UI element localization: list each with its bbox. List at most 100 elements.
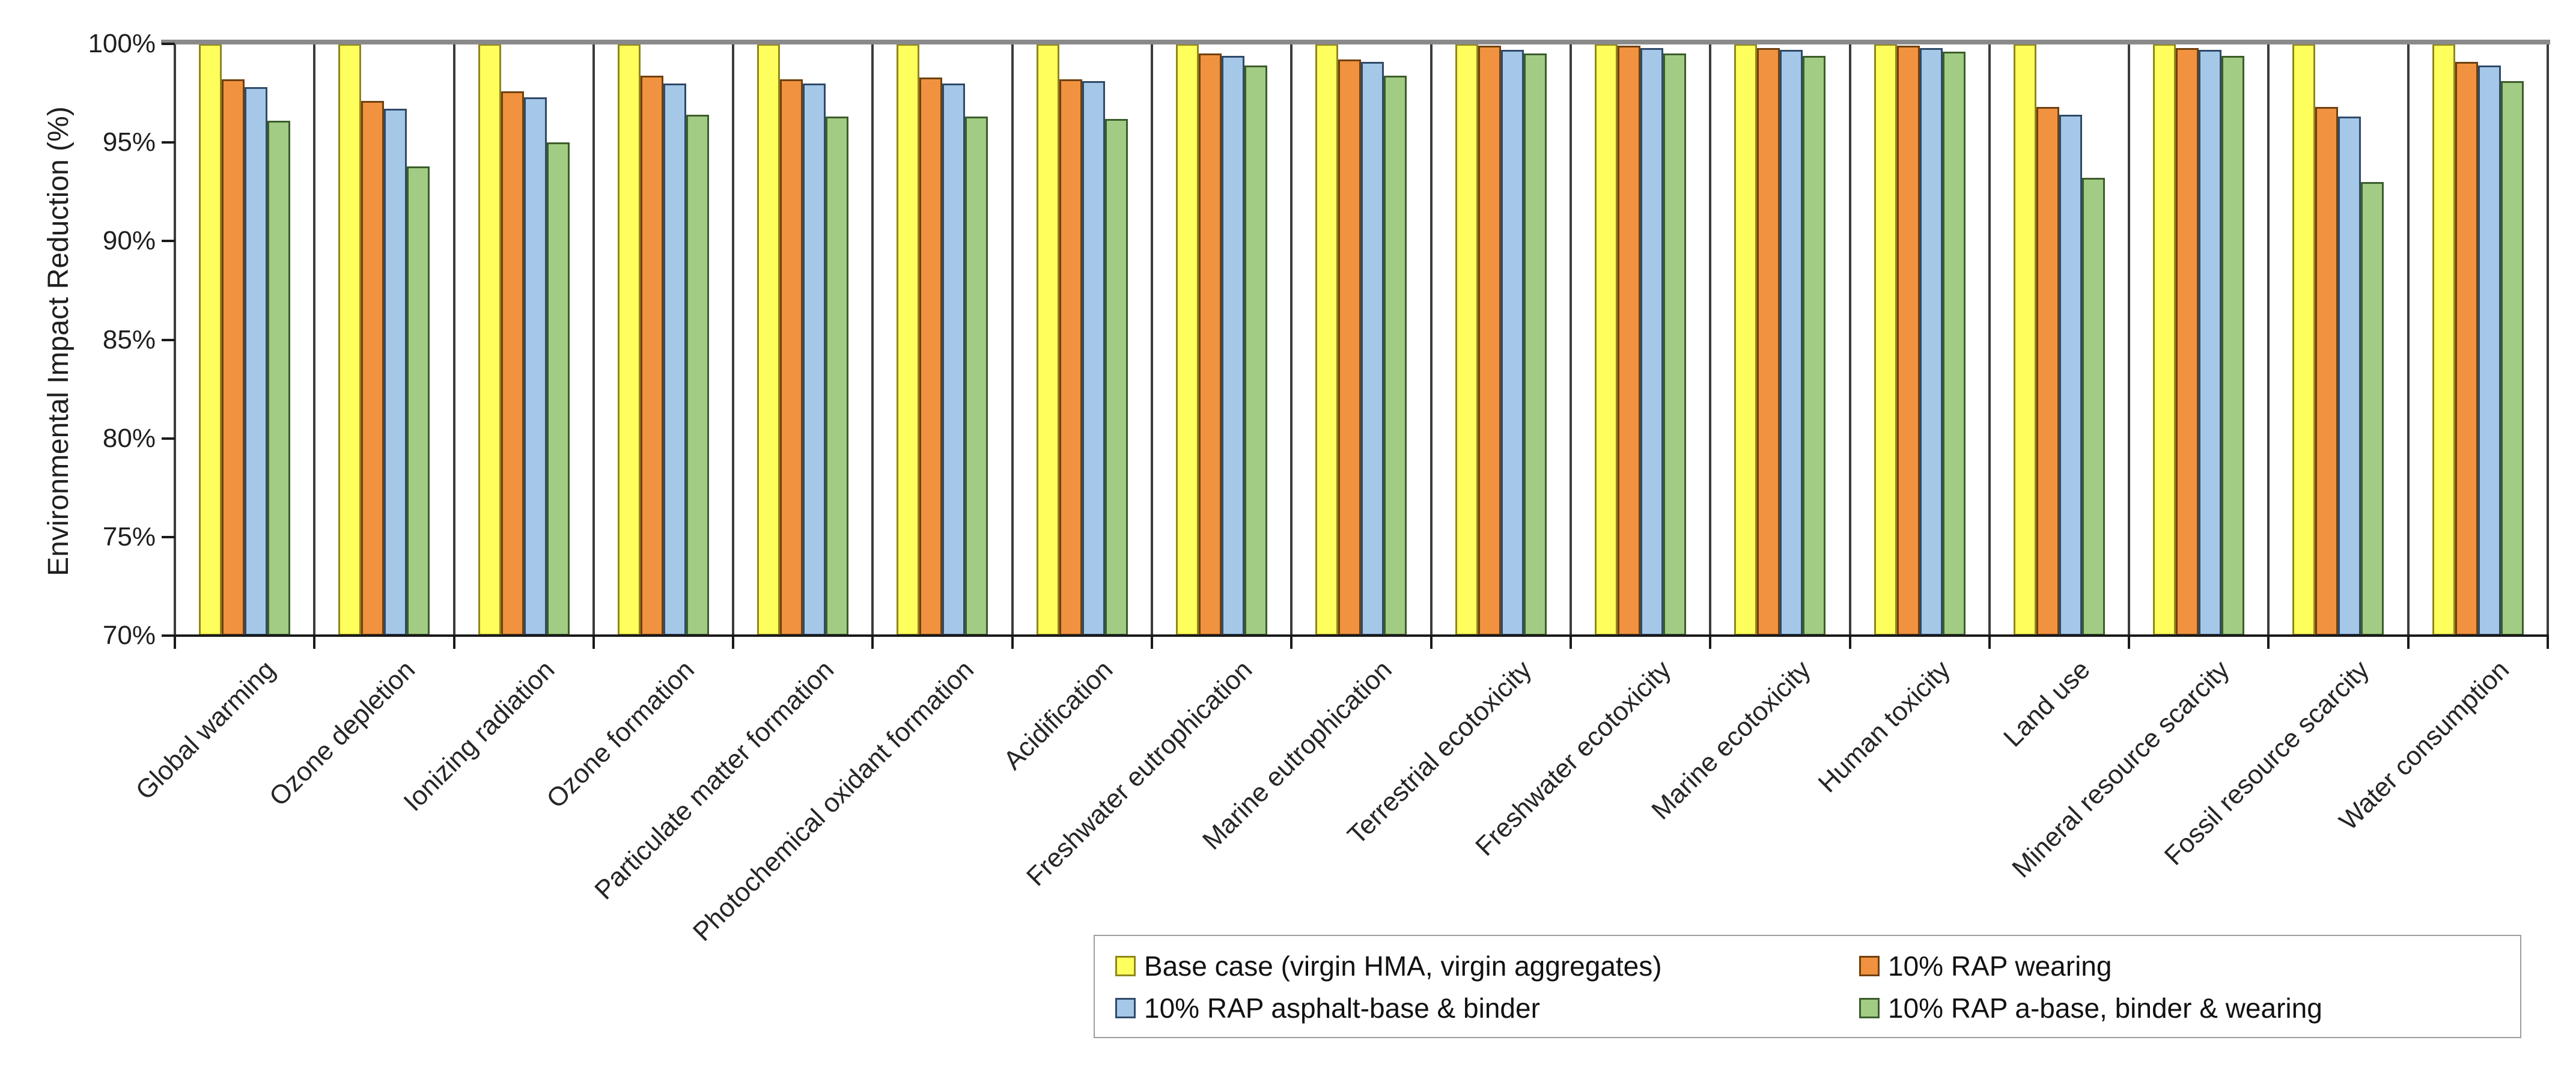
bar — [2292, 44, 2315, 636]
bar — [547, 142, 570, 636]
legend-swatch — [1115, 998, 1136, 1018]
bar — [618, 44, 641, 636]
x-axis-tick — [1988, 637, 1991, 649]
category-separator-line — [2407, 44, 2410, 636]
bar — [897, 44, 919, 636]
bar — [501, 91, 524, 636]
bar — [757, 44, 780, 636]
bar — [1338, 59, 1361, 636]
x-axis-tick — [2128, 637, 2130, 649]
bar — [780, 79, 803, 636]
category-separator-line — [1570, 44, 1572, 636]
category-label: Photochemical oxidant formation — [687, 655, 979, 947]
bar — [245, 87, 267, 636]
y-axis-tick — [162, 536, 175, 538]
bar — [2059, 115, 2082, 636]
bar — [2014, 44, 2036, 636]
legend-item: 10% RAP wearing — [1859, 950, 2112, 982]
bar — [942, 84, 965, 636]
bar — [1222, 56, 1244, 636]
bar — [1105, 119, 1128, 636]
bar — [1640, 48, 1663, 636]
y-axis-tick-label: 75% — [102, 522, 156, 552]
category-label: Land use — [1997, 655, 2096, 753]
x-axis-line — [163, 634, 2549, 637]
bar — [267, 121, 290, 636]
bar — [919, 78, 942, 636]
bar — [524, 97, 547, 636]
category-label: Particulate matter formation — [588, 655, 839, 905]
legend-swatch — [1859, 998, 1880, 1018]
x-axis-tick — [313, 637, 315, 649]
bar — [1897, 46, 1920, 636]
bar — [2432, 44, 2455, 636]
bar — [1361, 62, 1384, 636]
x-axis-tick — [2407, 637, 2410, 649]
x-axis-tick — [592, 637, 595, 649]
x-axis-tick — [1290, 637, 1293, 649]
legend-swatch — [1115, 956, 1136, 976]
bar — [1663, 53, 1686, 636]
bar — [2036, 107, 2059, 636]
bar — [1244, 65, 1267, 636]
y-axis-tick-label: 100% — [88, 29, 156, 58]
legend-label: Base case (virgin HMA, virgin aggregates… — [1144, 950, 1662, 982]
legend-item: 10% RAP a-base, binder & wearing — [1859, 992, 2322, 1024]
x-axis-tick — [1849, 637, 1851, 649]
legend-label: 10% RAP a-base, binder & wearing — [1888, 992, 2322, 1024]
bar — [2176, 48, 2199, 636]
bar — [1478, 46, 1501, 636]
legend-label: 10% RAP wearing — [1888, 950, 2112, 982]
bar — [1082, 81, 1105, 636]
y-axis-tick-label: 85% — [102, 325, 156, 354]
category-separator-line — [1011, 44, 1014, 636]
category-label: Freshwater eutrophication — [1021, 655, 1258, 892]
bar — [1384, 76, 1407, 636]
bar — [1176, 44, 1199, 636]
bar — [686, 115, 709, 636]
bar — [1803, 56, 1825, 636]
category-label: Ionizing radiation — [398, 655, 561, 817]
y-axis-tick-label: 95% — [102, 127, 156, 157]
bar — [2361, 182, 2384, 636]
bar — [1037, 44, 1059, 636]
category-label: Human toxicity — [1812, 655, 1956, 798]
category-label: Global warming — [130, 655, 281, 806]
bar — [1780, 50, 1803, 636]
category-separator-line — [871, 44, 874, 636]
x-axis-tick — [1011, 637, 1014, 649]
legend: Base case (virgin HMA, virgin aggregates… — [1094, 935, 2521, 1038]
bar — [663, 84, 686, 636]
bar — [2501, 81, 2524, 636]
bar — [2338, 117, 2361, 636]
bar — [1943, 52, 1965, 636]
x-axis-tick — [1151, 637, 1153, 649]
bar — [2153, 44, 2176, 636]
bar — [1455, 44, 1478, 636]
x-axis-tick — [2547, 637, 2549, 649]
y-axis-tick-label: 90% — [102, 226, 156, 255]
bar — [1618, 46, 1640, 636]
bar — [384, 109, 407, 636]
bar — [199, 44, 222, 636]
bar — [1734, 44, 1757, 636]
category-label: Acidification — [997, 655, 1119, 776]
y-axis-tick-label: 70% — [102, 621, 156, 650]
y-axis-tick — [162, 240, 175, 242]
x-axis-tick — [2267, 637, 2270, 649]
bar — [826, 117, 848, 636]
bar — [2199, 50, 2221, 636]
legend-item: Base case (virgin HMA, virgin aggregates… — [1115, 950, 1662, 982]
bar — [2221, 56, 2244, 636]
category-separator-line — [1430, 44, 1433, 636]
legend-swatch — [1859, 956, 1880, 976]
legend-item: 10% RAP asphalt-base & binder — [1115, 992, 1540, 1024]
bar — [1920, 48, 1943, 636]
y-axis-tick — [162, 339, 175, 341]
bar — [338, 44, 361, 636]
x-axis-tick — [732, 637, 734, 649]
category-label: Ozone depletion — [263, 655, 421, 812]
x-axis-tick — [871, 637, 874, 649]
category-separator-line — [592, 44, 595, 636]
